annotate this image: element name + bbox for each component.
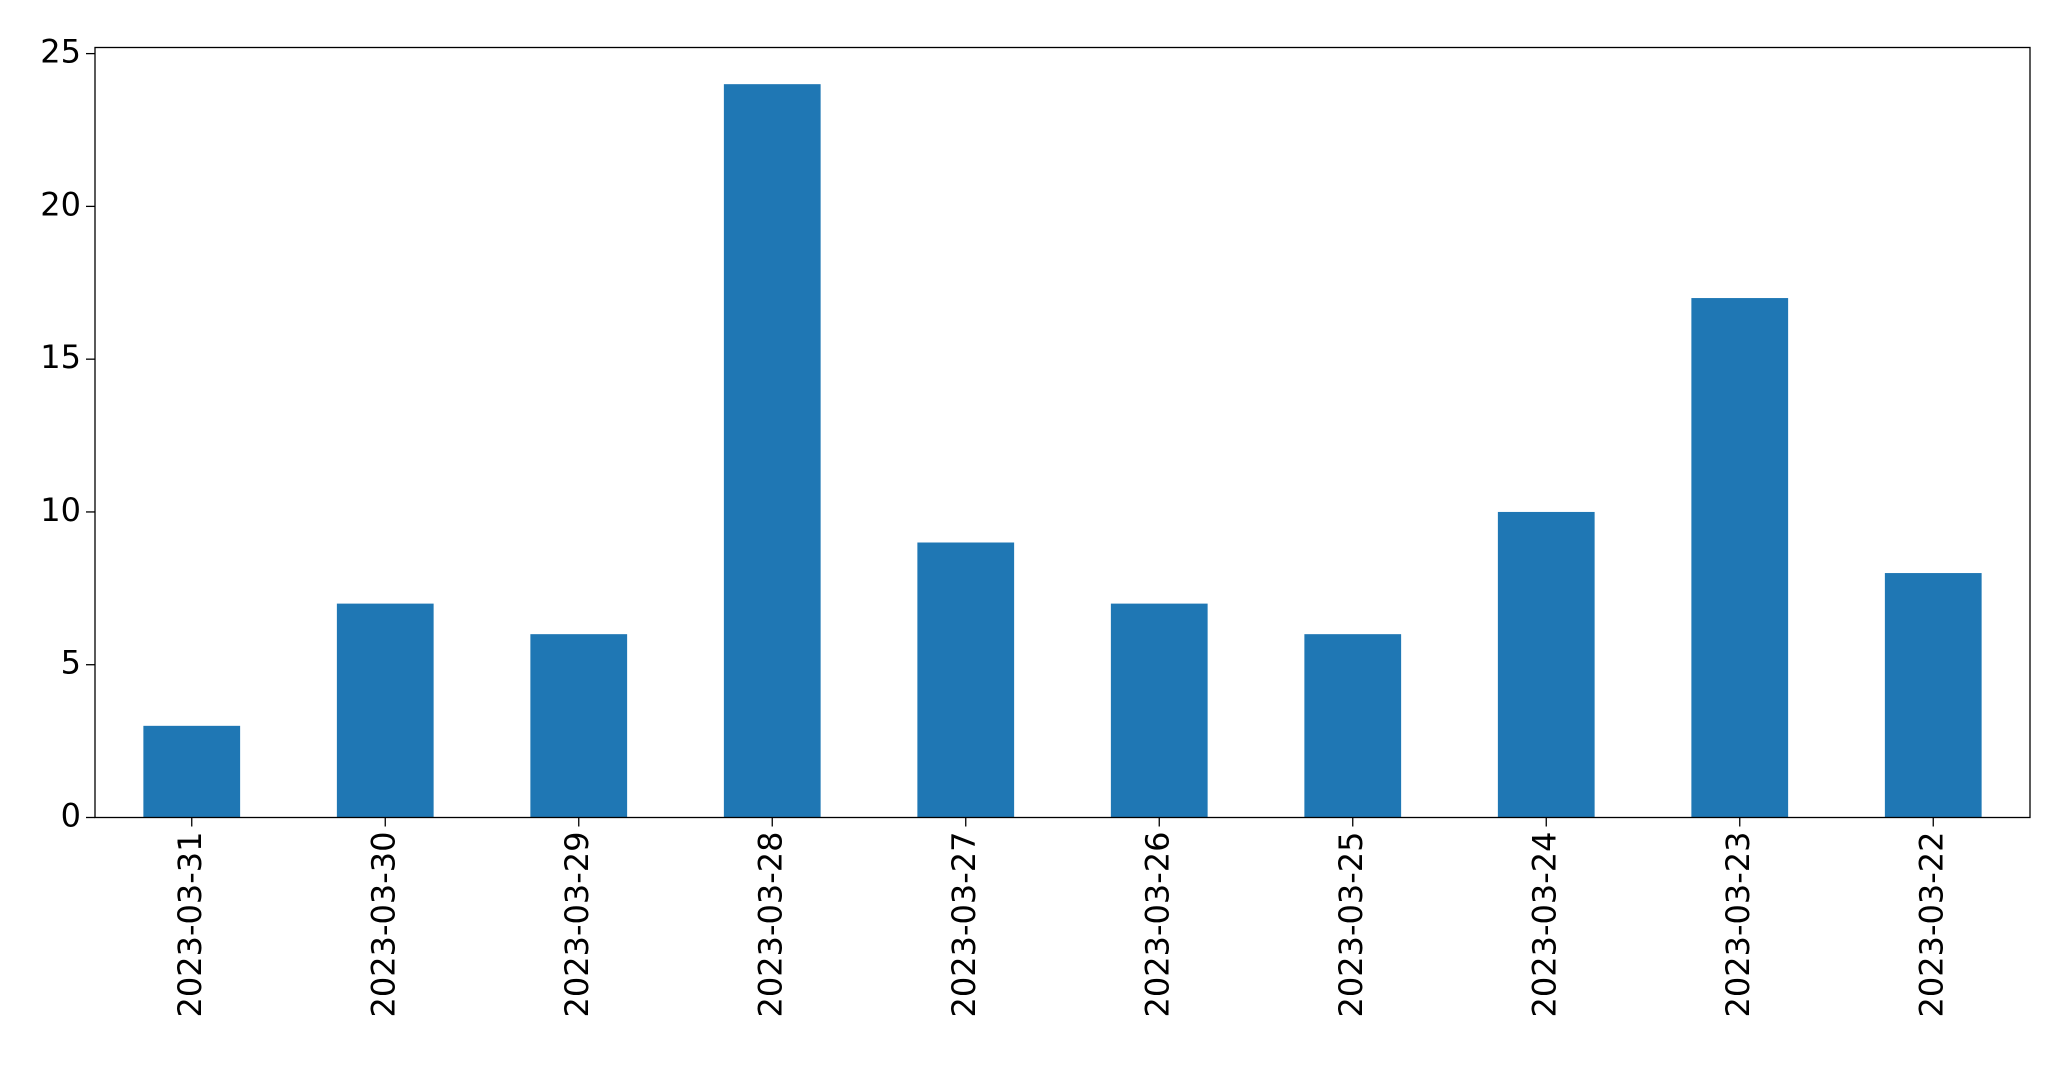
y-tick-label: 25 [40,33,81,71]
x-tick-label: 2023-03-29 [558,832,596,1018]
x-tick-label: 2023-03-27 [945,832,983,1018]
plot-frame [94,46,2031,819]
bar [1497,511,1595,818]
x-tick-label: 2023-03-22 [1912,832,1950,1018]
x-tick-label: 2023-03-28 [751,832,789,1018]
y-tick-label: 0 [61,797,81,835]
bar [1110,603,1208,818]
bar [723,84,821,818]
x-tick-label: 2023-03-24 [1525,832,1563,1018]
bar [336,603,434,818]
bar [1691,298,1789,818]
bar [917,542,1015,818]
y-tick-label: 10 [40,491,81,529]
bar [530,634,628,818]
bar [143,725,241,818]
bar [1304,634,1402,818]
x-tick-label: 2023-03-23 [1719,832,1757,1018]
x-tick-label: 2023-03-26 [1138,832,1176,1018]
y-tick-label: 20 [40,185,81,223]
y-tick-label: 15 [40,338,81,376]
x-tick-label: 2023-03-31 [171,832,209,1018]
x-tick-label: 2023-03-30 [364,832,402,1018]
x-tick-label: 2023-03-25 [1332,832,1370,1018]
bar [1884,573,1982,818]
y-tick-label: 5 [61,644,81,682]
